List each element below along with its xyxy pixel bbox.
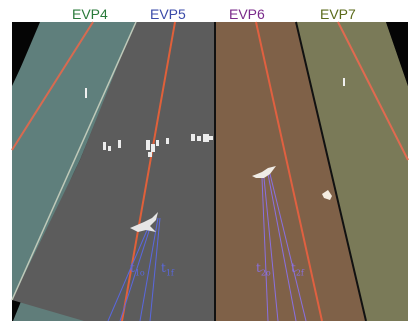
bird-2 (252, 166, 276, 178)
bird-flock (103, 134, 213, 157)
corner-wedge-right (386, 22, 408, 86)
trajectory-bird-2 (261, 173, 307, 321)
lane-evp6 (215, 22, 366, 321)
annotation-t1f: t1f (161, 261, 174, 278)
annotation-t2f: t2f (291, 261, 304, 278)
lane-label-evp5: EVP5 (150, 6, 186, 22)
bird-1 (130, 212, 158, 232)
lane-line-evp5 (121, 21, 176, 321)
annotation-t2o: t2o (256, 261, 271, 278)
trajectory-bird-1 (107, 217, 161, 321)
bird-5 (343, 78, 345, 86)
lane-line-evp7 (337, 21, 409, 161)
bird-4 (85, 88, 87, 98)
annotation-t1o: t1o (130, 261, 145, 278)
lane-label-evp7: EVP7 (320, 6, 356, 22)
separator-evp4-evp5 (11, 21, 137, 301)
lane-label-evp6: EVP6 (229, 6, 265, 22)
lane-evp7 (296, 22, 408, 321)
separator-evp6-evp7 (295, 21, 367, 321)
lane-line-evp4 (11, 21, 94, 151)
lane-line-evp6 (255, 21, 323, 321)
lane-evp5 (12, 22, 215, 321)
bird-3 (322, 190, 332, 200)
lane-label-evp4: EVP4 (72, 6, 108, 22)
